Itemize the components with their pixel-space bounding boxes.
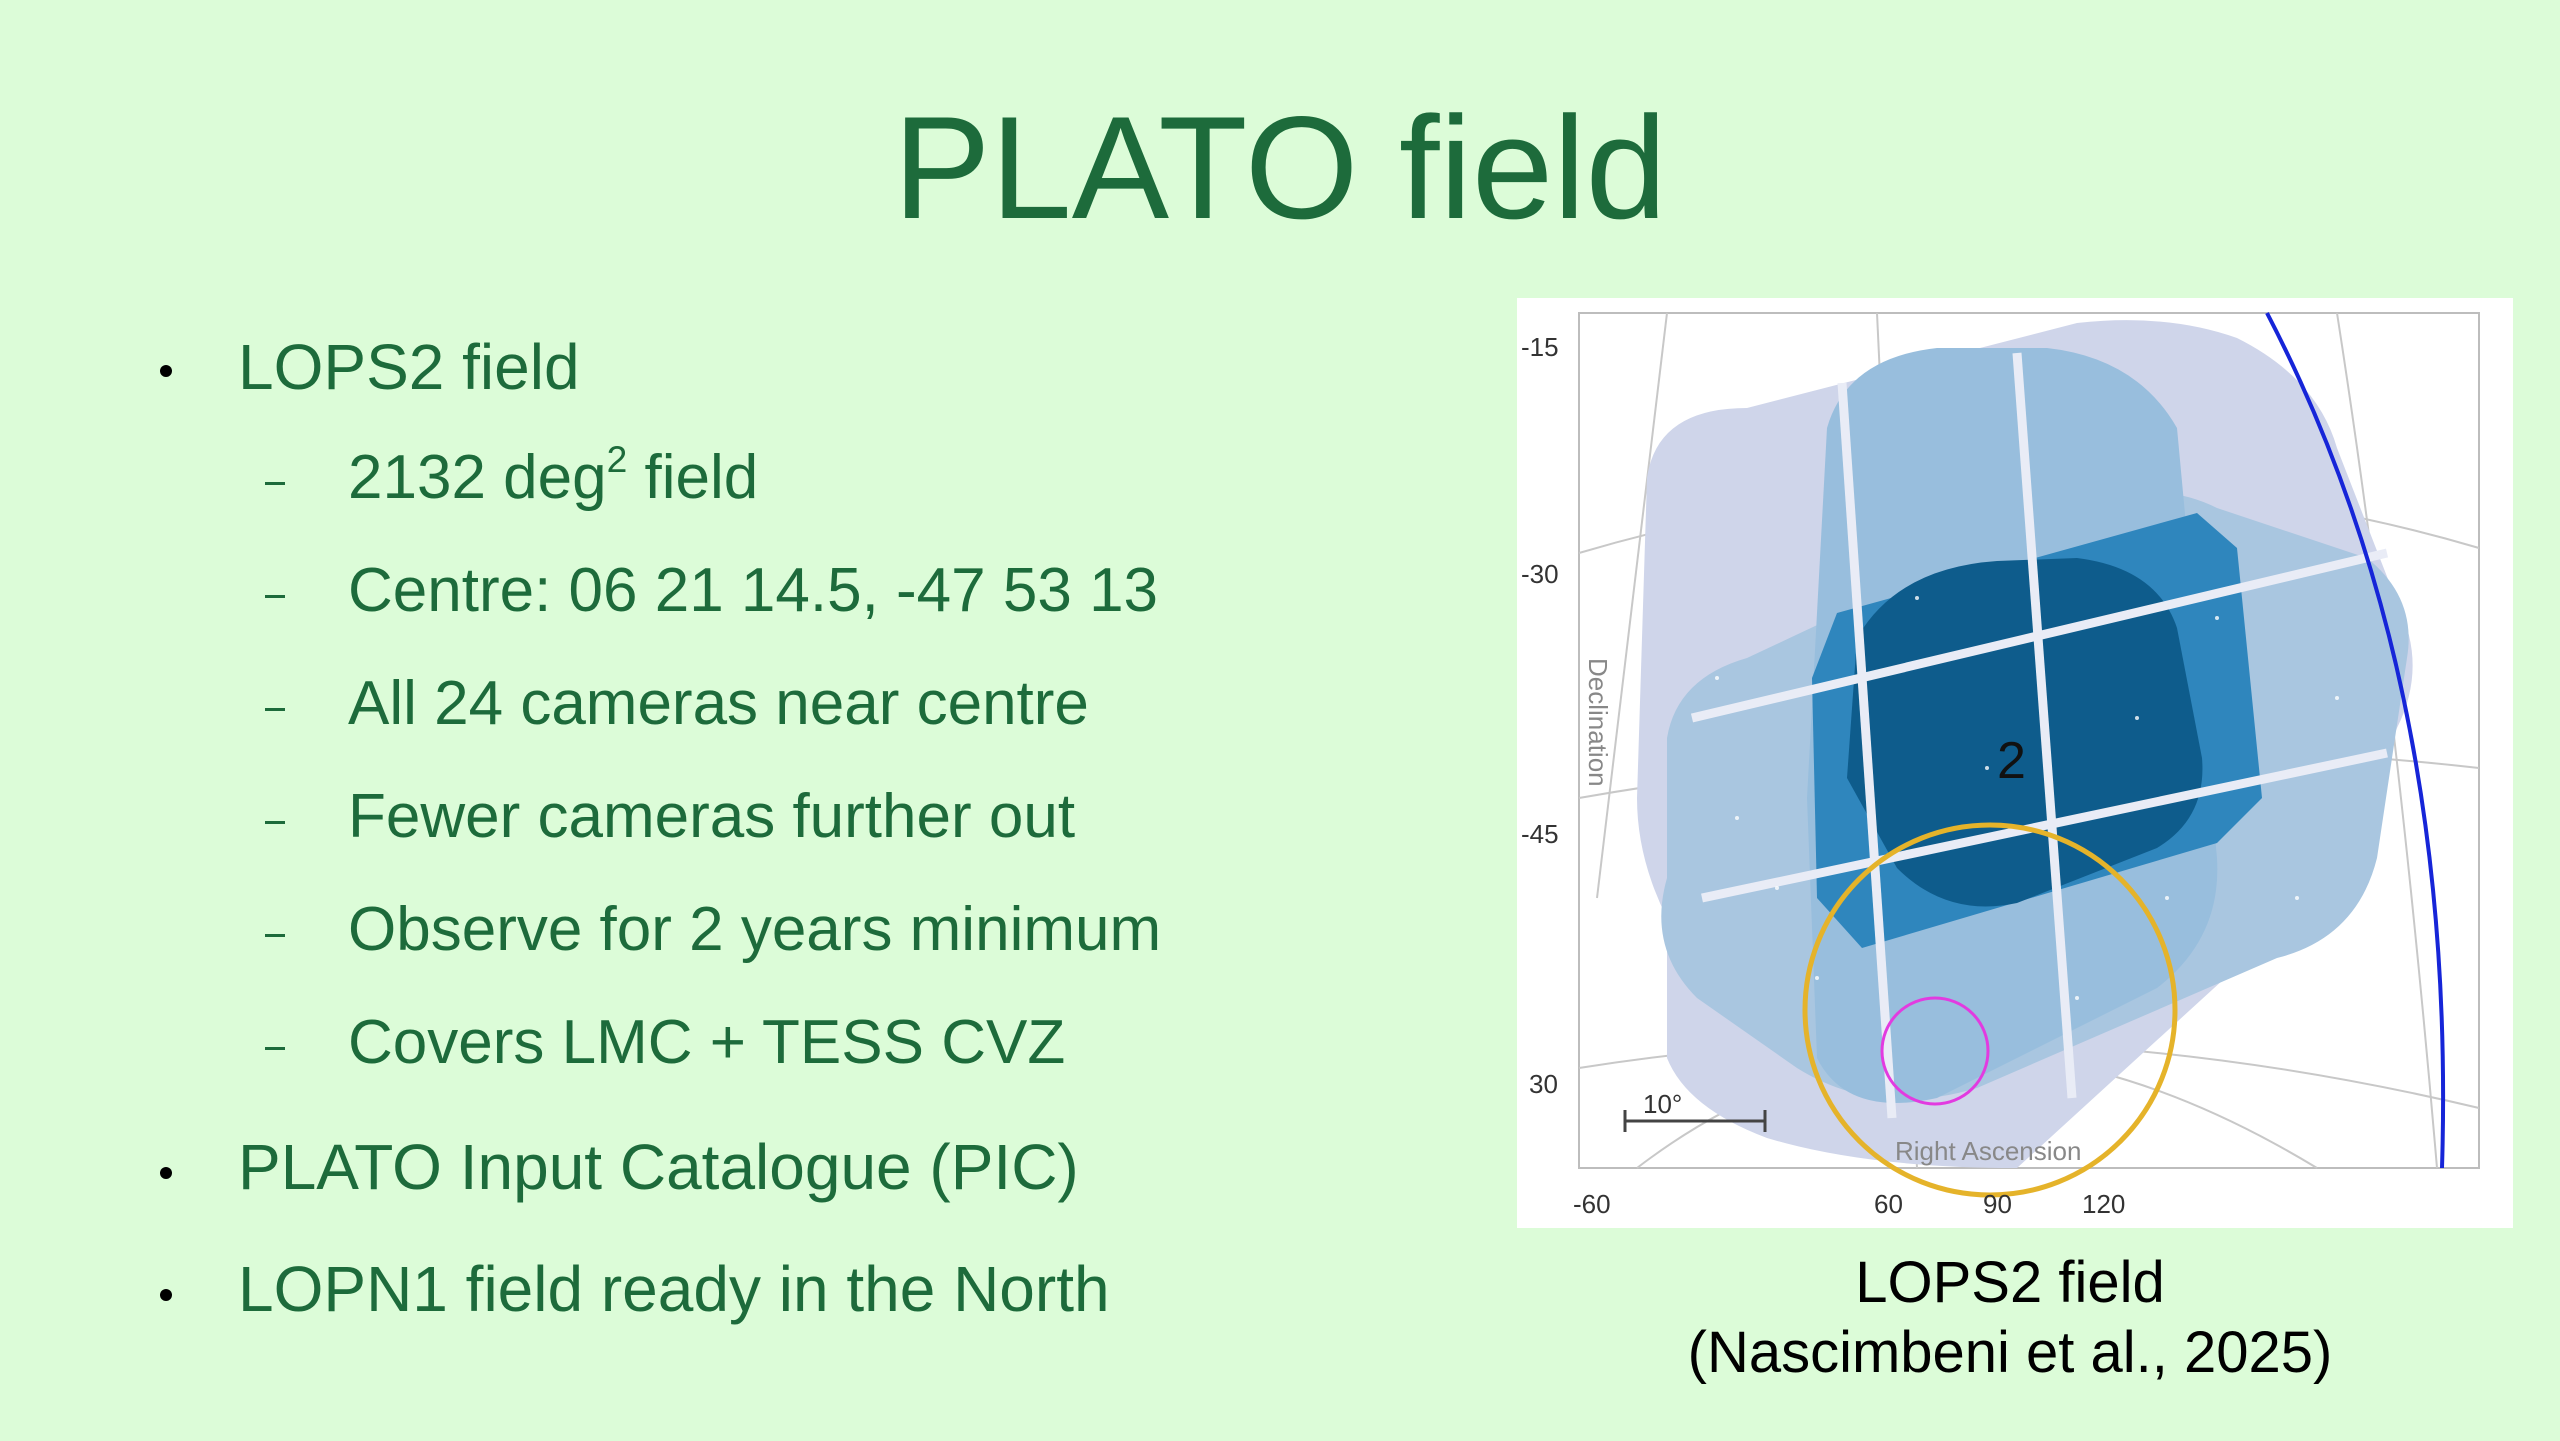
bullet-lops2-field: LOPS2 field [238, 331, 580, 403]
dec-tick-label: 30 [1529, 1069, 1558, 1099]
ra-tick-label: 120 [2082, 1189, 2125, 1219]
dec-tick-label: -15 [1521, 332, 1559, 362]
subbullet-cameras-out: Fewer cameras further out [348, 782, 1076, 851]
dash-marker [265, 708, 285, 711]
subbullet-cameras-centre: All 24 cameras near centre [348, 669, 1089, 738]
lmc-circle [1880, 996, 1990, 1106]
bullet-marker [160, 1289, 172, 1301]
field-size-value: 2132 deg [348, 443, 607, 512]
slide-title: PLATO field [893, 86, 1667, 249]
figure-caption-line1: LOPS2 field [1855, 1250, 2165, 1315]
lops2-field-map: -15 -30 -45 30 -60 60 90 120 Declination… [1517, 298, 2513, 1228]
bullet-lopn1: LOPN1 field ready in the North [238, 1253, 1110, 1325]
core-field-region [1847, 558, 2203, 907]
bullet-marker [160, 365, 172, 377]
dec-tick-label: -30 [1521, 559, 1559, 589]
scale-bar [1623, 1110, 1767, 1132]
bullet-pic: PLATO Input Catalogue (PIC) [238, 1131, 1079, 1203]
scale-bar-label: 10° [1643, 1089, 1682, 1119]
ra-tick-label: -60 [1573, 1189, 1611, 1219]
dash-marker [265, 934, 285, 937]
sky-map-figure: -15 -30 -45 30 -60 60 90 120 Declination… [1521, 312, 2480, 1219]
star-speckle [1715, 596, 2339, 1000]
figure-caption-line2: (Nascimbeni et al., 2025) [1687, 1320, 2333, 1385]
dash-marker [265, 595, 285, 598]
bullet-marker [160, 1167, 172, 1179]
ra-axis-label: Right Ascension [1895, 1136, 2081, 1166]
dash-marker [265, 482, 285, 485]
subbullet-centre: Centre: 06 21 14.5, -47 53 13 [348, 556, 1159, 625]
dec-tick-label: -45 [1521, 819, 1559, 849]
dec-axis-label: Declination [1583, 658, 1613, 787]
dash-marker [265, 821, 285, 824]
ecliptic-curve [2265, 312, 2446, 1169]
field-size-unit: field [627, 443, 759, 512]
ra-tick-label: 60 [1874, 1189, 1903, 1219]
field-size-exponent: 2 [606, 437, 628, 480]
ccd-gaps [1690, 352, 2389, 1119]
tess-cvz-circle [1802, 822, 2178, 1198]
ra-tick-label: 90 [1983, 1189, 2012, 1219]
subbullet-covers: Covers LMC + TESS CVZ [348, 1008, 1066, 1077]
region-number-label: 2 [1997, 732, 2026, 790]
dash-marker [265, 1047, 285, 1050]
subbullet-observe: Observe for 2 years minimum [348, 895, 1162, 964]
subbullet-field-size: 2132 deg2 field [348, 440, 759, 513]
